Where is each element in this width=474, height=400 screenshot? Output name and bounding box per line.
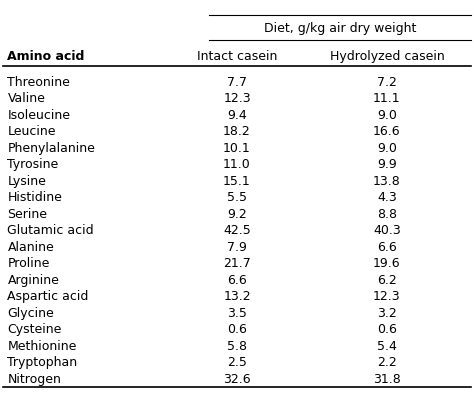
Text: Proline: Proline [8, 257, 50, 270]
Text: 5.4: 5.4 [377, 340, 397, 353]
Text: 9.2: 9.2 [227, 208, 247, 220]
Text: 32.6: 32.6 [223, 373, 251, 386]
Text: 8.8: 8.8 [377, 208, 397, 220]
Text: 2.5: 2.5 [227, 356, 247, 369]
Text: 15.1: 15.1 [223, 174, 251, 188]
Text: 13.8: 13.8 [373, 174, 401, 188]
Text: 4.3: 4.3 [377, 191, 397, 204]
Text: 18.2: 18.2 [223, 125, 251, 138]
Text: 9.4: 9.4 [227, 108, 247, 122]
Text: Isoleucine: Isoleucine [8, 108, 71, 122]
Text: Arginine: Arginine [8, 274, 59, 286]
Text: Histidine: Histidine [8, 191, 63, 204]
Text: 40.3: 40.3 [373, 224, 401, 237]
Text: Lysine: Lysine [8, 174, 46, 188]
Text: 2.2: 2.2 [377, 356, 397, 369]
Text: 12.3: 12.3 [373, 290, 401, 303]
Text: 42.5: 42.5 [223, 224, 251, 237]
Text: 10.1: 10.1 [223, 142, 251, 154]
Text: 11.1: 11.1 [373, 92, 401, 105]
Text: 13.2: 13.2 [223, 290, 251, 303]
Text: 21.7: 21.7 [223, 257, 251, 270]
Text: 19.6: 19.6 [373, 257, 401, 270]
Text: Aspartic acid: Aspartic acid [8, 290, 89, 303]
Text: Valine: Valine [8, 92, 46, 105]
Text: 6.6: 6.6 [227, 274, 247, 286]
Text: 7.2: 7.2 [377, 76, 397, 88]
Text: Intact casein: Intact casein [197, 50, 277, 62]
Text: Tyrosine: Tyrosine [8, 158, 59, 171]
Text: 7.9: 7.9 [227, 240, 247, 254]
Text: Alanine: Alanine [8, 240, 54, 254]
Text: 9.0: 9.0 [377, 108, 397, 122]
Text: Amino acid: Amino acid [8, 50, 85, 62]
Text: Tryptophan: Tryptophan [8, 356, 78, 369]
Text: 12.3: 12.3 [223, 92, 251, 105]
Text: Nitrogen: Nitrogen [8, 373, 61, 386]
Text: 11.0: 11.0 [223, 158, 251, 171]
Text: Diet, g/kg air dry weight: Diet, g/kg air dry weight [264, 22, 416, 35]
Text: Hydrolyzed casein: Hydrolyzed casein [329, 50, 444, 62]
Text: 16.6: 16.6 [373, 125, 401, 138]
Text: 6.6: 6.6 [377, 240, 397, 254]
Text: 9.9: 9.9 [377, 158, 397, 171]
Text: Phenylalanine: Phenylalanine [8, 142, 95, 154]
Text: Cysteine: Cysteine [8, 323, 62, 336]
Text: Threonine: Threonine [8, 76, 70, 88]
Text: 3.5: 3.5 [227, 306, 247, 320]
Text: 7.7: 7.7 [227, 76, 247, 88]
Text: 5.5: 5.5 [227, 191, 247, 204]
Text: 0.6: 0.6 [227, 323, 247, 336]
Text: 31.8: 31.8 [373, 373, 401, 386]
Text: Serine: Serine [8, 208, 47, 220]
Text: 3.2: 3.2 [377, 306, 397, 320]
Text: Leucine: Leucine [8, 125, 56, 138]
Text: Glycine: Glycine [8, 306, 54, 320]
Text: 9.0: 9.0 [377, 142, 397, 154]
Text: Methionine: Methionine [8, 340, 77, 353]
Text: 0.6: 0.6 [377, 323, 397, 336]
Text: Glutamic acid: Glutamic acid [8, 224, 94, 237]
Text: 5.8: 5.8 [227, 340, 247, 353]
Text: 6.2: 6.2 [377, 274, 397, 286]
